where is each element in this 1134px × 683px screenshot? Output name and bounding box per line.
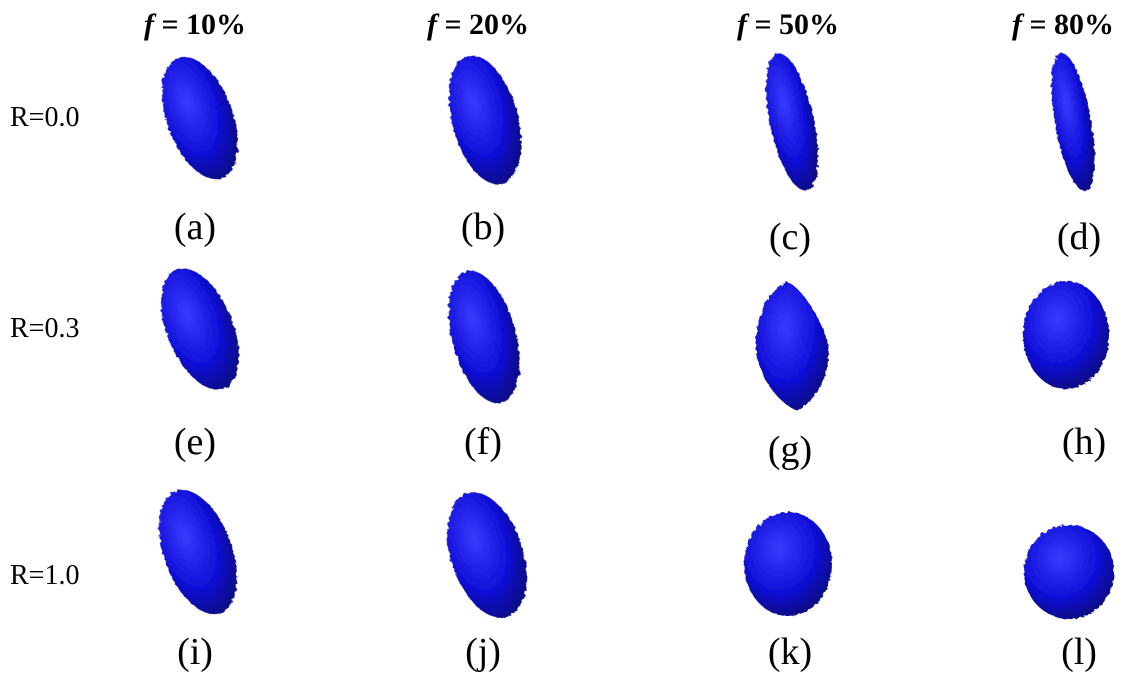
panel-label-c: (c) bbox=[768, 216, 812, 258]
panel-label-f: (f) bbox=[464, 421, 502, 463]
panel-label-k: (k) bbox=[767, 631, 813, 673]
shape-b bbox=[448, 55, 522, 185]
shape-g bbox=[755, 282, 829, 411]
panel-label-b: (b) bbox=[460, 206, 506, 248]
shape-c bbox=[766, 53, 818, 191]
panel-label-d: (d) bbox=[1056, 216, 1102, 258]
panel-label-j: (j) bbox=[465, 631, 501, 673]
shape-l bbox=[1024, 525, 1114, 619]
shape-f bbox=[448, 270, 520, 404]
shape-a bbox=[162, 56, 238, 180]
column-header-2: f = 20% bbox=[426, 8, 530, 41]
shape-e bbox=[161, 268, 239, 390]
column-header-1: f = 10% bbox=[143, 8, 247, 41]
shape-d bbox=[1051, 52, 1095, 192]
row-label-3: R=1.0 bbox=[10, 560, 80, 591]
panel-label-h: (h) bbox=[1061, 421, 1107, 463]
shape-k bbox=[744, 512, 832, 616]
column-header-4: f = 80% bbox=[1011, 8, 1115, 41]
shape-j bbox=[447, 492, 527, 618]
panel-label-g: (g) bbox=[767, 429, 813, 471]
panel-label-e: (e) bbox=[173, 421, 217, 463]
panel-label-a: (a) bbox=[173, 206, 217, 248]
column-header-3: f = 50% bbox=[736, 8, 840, 41]
shape-i bbox=[159, 489, 237, 615]
row-label-1: R=0.0 bbox=[10, 102, 80, 133]
shape-h bbox=[1023, 281, 1109, 389]
panel-label-l: (l) bbox=[1061, 631, 1097, 673]
row-label-2: R=0.3 bbox=[10, 313, 80, 344]
panel-label-i: (i) bbox=[177, 631, 213, 673]
